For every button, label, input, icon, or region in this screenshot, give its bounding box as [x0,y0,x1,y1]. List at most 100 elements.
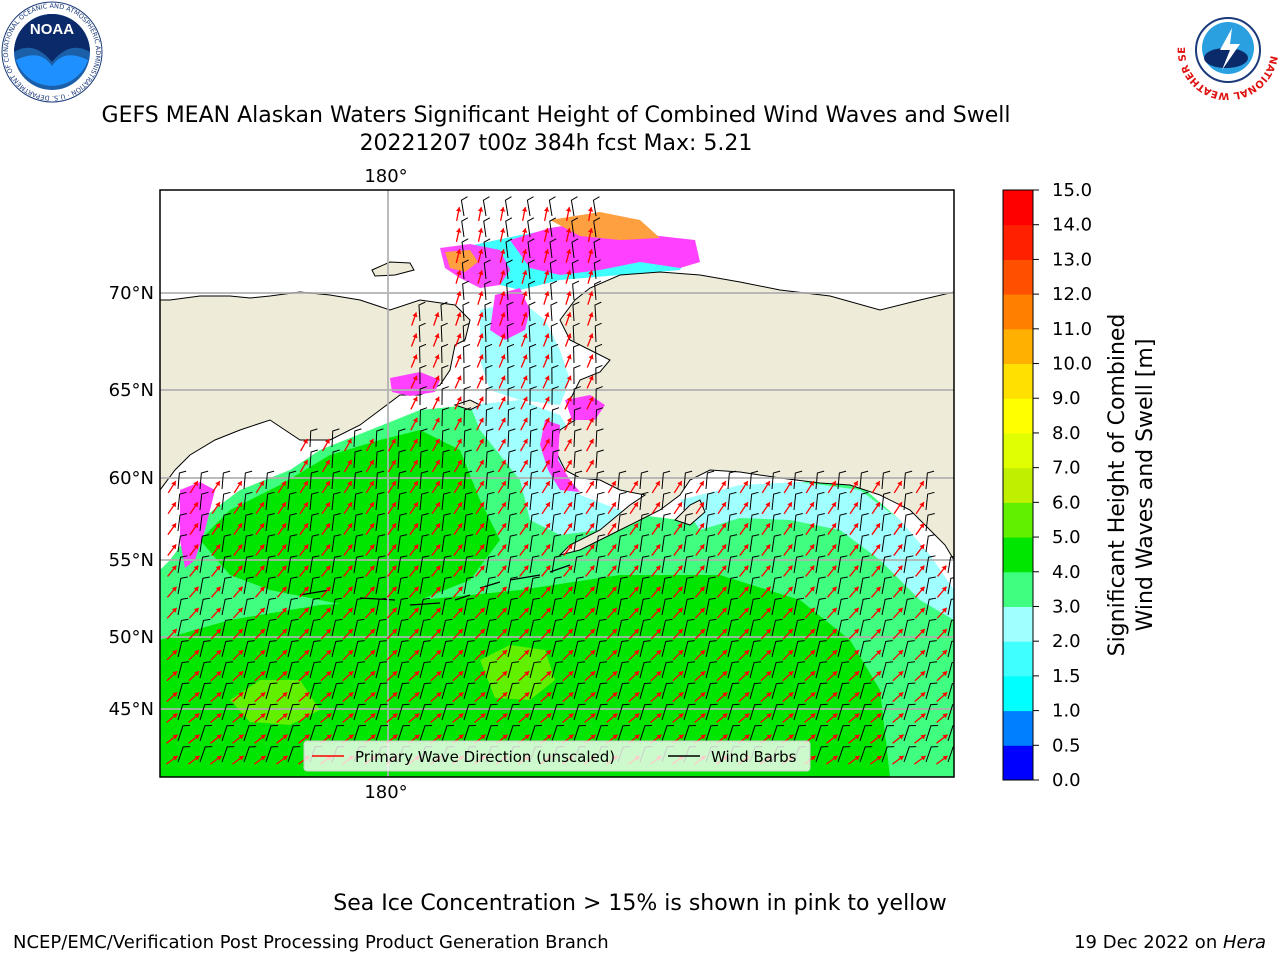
wave-arrow-head [875,544,881,550]
colorbar-tick-label: 9.0 [1052,388,1081,409]
wave-arrow-head [194,671,200,677]
wind-barb [463,576,474,595]
wind-barb [903,703,916,721]
wind-barb [570,196,578,217]
wave-arrow-head [414,671,420,677]
wave-arrow-head [524,692,530,698]
wave-arrow-head [326,734,332,740]
wave-arrow-head [589,459,594,465]
wind-barb [463,343,471,364]
wave-arrow-head [501,523,507,529]
wind-barb [925,491,935,511]
wave-arrow-head [942,671,948,677]
wind-barb [749,640,761,658]
wave-arrow-head [194,692,200,698]
wave-arrow-head [455,228,462,233]
wave-arrow-head [832,650,837,655]
wind-barb [265,491,275,511]
wave-arrow-head [523,438,528,444]
wind-barb [903,555,914,574]
wave-arrow-head [281,544,287,550]
wind-barb [551,386,559,406]
wave-arrow-head [876,692,882,698]
wind-barb [771,555,782,574]
wind-barb [749,555,760,574]
wave-arrow-head [325,481,330,487]
wind-barb [771,597,783,616]
wave-arrow-head [347,544,353,550]
wave-arrow-head [567,438,572,444]
wave-arrow-head [523,459,528,465]
wave-arrow-head [546,671,552,677]
wind-barb [418,322,426,343]
colorbar-segment [1003,363,1033,399]
wind-barb [925,703,938,721]
wind-barb [815,724,828,742]
wave-arrow-head [369,628,375,634]
wind-barb [418,301,426,322]
wind-barb [793,512,803,532]
wave-arrow-head [325,544,331,550]
colorbar-segment [1003,259,1033,295]
wave-arrow-head [567,586,573,592]
wave-arrow-head [677,502,682,508]
wind-barb [485,661,498,679]
wind-barb [485,470,495,490]
wind-barb [529,555,540,574]
wind-barb [727,491,737,511]
wave-arrow-head [656,734,662,740]
wave-arrow-head [479,481,484,487]
wind-barb [483,238,491,259]
wave-arrow-head [435,438,440,444]
wave-arrow-head [809,544,815,550]
wind-barb [617,576,628,595]
colorbar-segment [1003,328,1033,365]
wave-arrow-head [303,523,309,529]
wind-barb [507,449,516,469]
wind-barb [177,555,188,574]
wave-arrow-head [545,523,551,529]
wind-barb [353,491,363,511]
wind-barb [265,618,277,637]
wind-barb [573,386,581,406]
wind-barb [243,470,253,490]
lat-label: 70°N [109,283,154,304]
wave-arrow-head [237,502,242,508]
wave-arrow-head [370,734,376,740]
wave-arrow-head [456,354,462,360]
wave-arrow-head [434,375,440,381]
wind-barb [595,449,604,469]
wind-barb [199,661,212,679]
wave-arrow-head [259,586,265,592]
wave-arrow-head [370,692,376,698]
wave-arrow-head [765,502,770,508]
wave-arrow-head [633,544,639,550]
wind-barb [727,597,739,616]
wind-barb [265,534,276,553]
wave-arrow-head [544,249,550,254]
lat-label: 55°N [109,550,154,571]
wind-barb [463,618,475,637]
wind-barb [419,364,427,385]
wave-arrow-head [347,628,353,634]
sea-ice-north [510,220,700,275]
wave-arrow-head [898,650,903,655]
wave-arrow-head [304,692,310,698]
wave-arrow-head [589,565,595,571]
wave-arrow-head [898,692,904,698]
wind-barb [177,746,191,763]
wave-arrow-head [588,291,594,297]
wind-barb [177,661,190,679]
wave-arrow-head [391,586,397,592]
wave-arrow-head [458,650,463,655]
wave-arrow-head [259,502,264,508]
wind-barb [353,512,363,532]
wind-barb [353,703,366,721]
wave-arrow-head [303,628,309,634]
lat-label: 65°N [109,380,154,401]
wind-barb [705,703,718,721]
wind-barb [463,407,472,427]
wave-arrow-head [502,650,507,655]
wind-barb [419,703,432,721]
wave-arrow-head [546,650,551,655]
